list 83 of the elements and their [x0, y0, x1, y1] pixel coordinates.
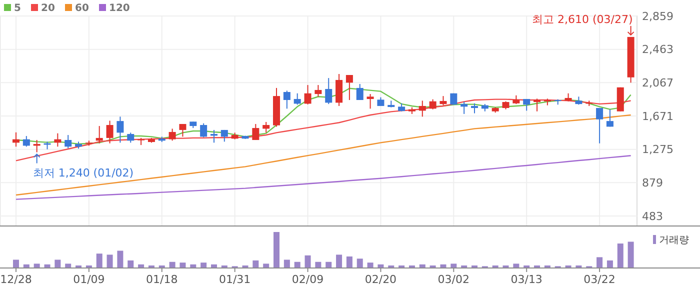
candlestick [356, 84, 364, 100]
bar [606, 260, 613, 268]
x-tick-label: 01/09 [73, 273, 105, 286]
legend-label: 120 [109, 3, 130, 14]
y-tick-label: 2,463 [642, 43, 674, 56]
candlestick [283, 90, 290, 110]
x-tick-label: 12/28 [0, 273, 32, 286]
x-tick-label: 02/09 [292, 273, 324, 286]
candlestick [606, 108, 614, 128]
bar [628, 242, 634, 268]
bar [336, 254, 342, 268]
candlestick [262, 121, 270, 134]
bar [117, 250, 124, 268]
x-tick-label: 02/20 [364, 273, 397, 286]
y-tick-label: 483 [642, 210, 663, 223]
bar [169, 262, 176, 268]
bar [356, 258, 363, 268]
candlestick [325, 78, 332, 105]
x-tick-label: 03/22 [584, 273, 616, 286]
bar [326, 262, 332, 268]
x-tick-label: 01/31 [218, 273, 251, 286]
y-tick-label: 2,067 [642, 76, 674, 90]
candlestick [470, 102, 478, 114]
candlestick [418, 100, 426, 118]
y-tick-label: 1,275 [642, 143, 674, 156]
line-series [15, 98, 632, 162]
candlestick [346, 74, 353, 100]
candlestick [336, 73, 343, 106]
y-tick-label: 1,671 [642, 110, 674, 123]
x-tick-label: 01/18 [146, 273, 178, 286]
bar [294, 262, 300, 268]
bar [284, 260, 290, 268]
bar [450, 264, 457, 268]
bar [128, 260, 134, 268]
candlestick [96, 126, 103, 144]
annotation: 최고 2,610 (03/27) [532, 12, 633, 26]
candlestick [460, 101, 468, 114]
y-tick-label: 879 [642, 176, 663, 190]
bar [65, 264, 72, 268]
bar [346, 256, 352, 268]
candlestick [127, 132, 134, 144]
bar [367, 262, 374, 268]
bar [54, 260, 61, 268]
candlestick [534, 98, 541, 112]
candlestick [64, 134, 72, 149]
candlestick [304, 84, 312, 105]
bar [513, 264, 520, 268]
candlestick [616, 86, 624, 112]
bar [304, 255, 311, 268]
candlestick [294, 92, 301, 106]
bar [274, 232, 280, 268]
bar [596, 257, 603, 268]
candlestick [366, 94, 374, 110]
candlestick [200, 122, 208, 138]
bar [315, 262, 322, 268]
bar [96, 254, 102, 268]
annotation: 최저 1,240 (01/02) [32, 166, 134, 180]
bar [106, 254, 113, 268]
bar [263, 264, 270, 268]
legend-label: 60 [75, 3, 89, 14]
bar [252, 260, 259, 268]
bar [617, 244, 624, 268]
candlestick [440, 96, 447, 106]
x-tick-label: 03/13 [510, 273, 542, 286]
candlestick [168, 128, 176, 142]
candlestick [314, 84, 322, 98]
candlestick [429, 98, 436, 110]
x-tick-label: 03/02 [438, 273, 470, 286]
legend-label: 20 [41, 3, 55, 14]
bar [200, 262, 207, 268]
candlestick [106, 120, 114, 144]
y-tick-label: 2,859 [642, 10, 674, 23]
legend-label: 5 [14, 3, 21, 14]
candlestick [116, 116, 124, 144]
bar [34, 264, 40, 268]
candlestick [22, 136, 30, 148]
candlestick [252, 123, 260, 140]
candlestick [179, 123, 186, 138]
line-series [15, 155, 632, 200]
candlestick [596, 107, 604, 144]
bar [13, 260, 19, 268]
bar [180, 262, 186, 268]
legend-label: 거래량 [659, 235, 689, 246]
